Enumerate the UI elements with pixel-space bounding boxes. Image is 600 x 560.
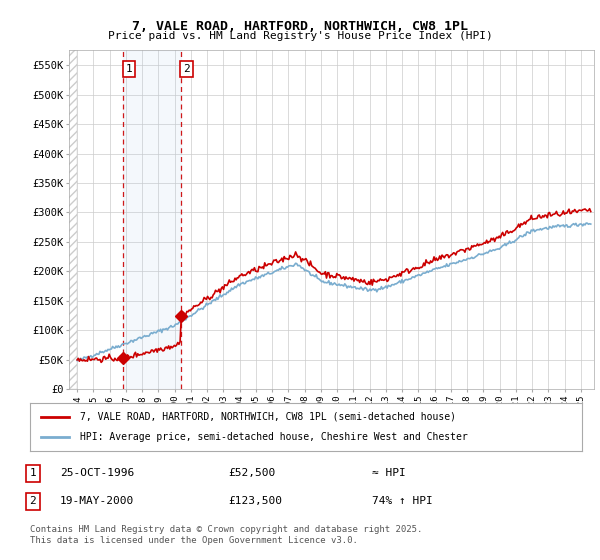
Text: 1: 1	[125, 64, 132, 74]
Text: 7, VALE ROAD, HARTFORD, NORTHWICH, CW8 1PL: 7, VALE ROAD, HARTFORD, NORTHWICH, CW8 1…	[132, 20, 468, 32]
Text: £52,500: £52,500	[228, 468, 275, 478]
Text: HPI: Average price, semi-detached house, Cheshire West and Chester: HPI: Average price, semi-detached house,…	[80, 432, 467, 442]
Text: £123,500: £123,500	[228, 496, 282, 506]
Text: ≈ HPI: ≈ HPI	[372, 468, 406, 478]
Bar	[123, 50, 181, 389]
Text: 25-OCT-1996: 25-OCT-1996	[60, 468, 134, 478]
Text: Price paid vs. HM Land Registry's House Price Index (HPI): Price paid vs. HM Land Registry's House …	[107, 31, 493, 41]
Text: 19-MAY-2000: 19-MAY-2000	[60, 496, 134, 506]
Text: 1: 1	[29, 468, 37, 478]
Text: 2: 2	[29, 496, 37, 506]
Text: 74% ↑ HPI: 74% ↑ HPI	[372, 496, 433, 506]
Text: 2: 2	[183, 64, 190, 74]
Text: 7, VALE ROAD, HARTFORD, NORTHWICH, CW8 1PL (semi-detached house): 7, VALE ROAD, HARTFORD, NORTHWICH, CW8 1…	[80, 412, 455, 422]
Text: Contains HM Land Registry data © Crown copyright and database right 2025.
This d: Contains HM Land Registry data © Crown c…	[30, 525, 422, 545]
